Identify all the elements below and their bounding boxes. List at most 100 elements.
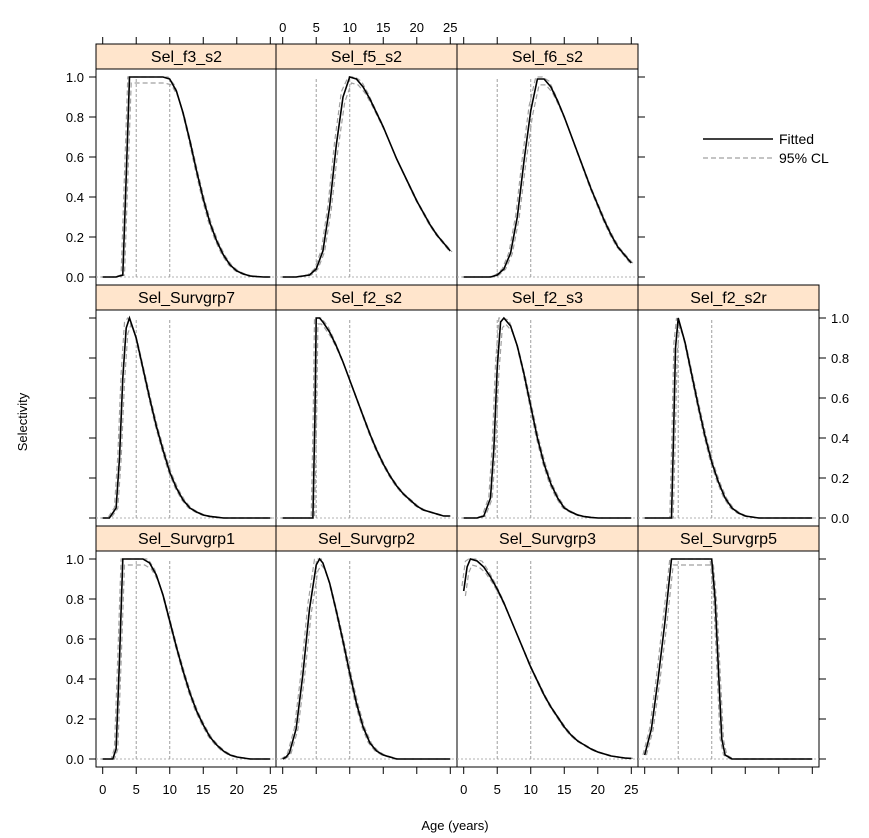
y-tick-label: 1.0 — [66, 70, 84, 85]
ci-lower-line — [646, 323, 814, 519]
fitted-line — [282, 76, 451, 278]
strip-label: Sel_f6_s2 — [512, 49, 583, 66]
plot-frame — [456, 68, 639, 286]
x-tick-label: 20 — [591, 782, 605, 797]
strip-label: Sel_Survgrp2 — [318, 531, 415, 548]
panel-Sel_Survgrp1: Sel_Survgrp1 — [95, 525, 278, 768]
fitted-line — [282, 317, 451, 519]
panel-Sel_f2_s2: Sel_f2_s2 — [275, 284, 458, 527]
fitted-line — [282, 557, 451, 760]
plot-frame — [637, 309, 820, 527]
strip-background — [456, 284, 639, 311]
ci-lower-line — [465, 84, 634, 278]
plot-area — [96, 315, 277, 519]
strip-label: Sel_Survgrp7 — [138, 290, 235, 307]
ci-upper-line — [101, 558, 269, 760]
x-tick-label: 0 — [99, 782, 106, 797]
fitted-line — [102, 315, 271, 519]
x-tick-label: 15 — [557, 782, 571, 797]
plot-area — [457, 316, 638, 519]
y-tick-label: 0.6 — [66, 632, 84, 647]
x-tick-label: 10 — [343, 20, 357, 35]
plot-frame — [95, 550, 278, 768]
panel-Sel_f6_s2: Sel_f6_s2 — [456, 43, 639, 286]
panel-Sel_Survgrp2: Sel_Survgrp2 — [275, 525, 458, 768]
plot-area — [276, 317, 457, 519]
plot-frame — [456, 550, 639, 768]
x-tick-label: 15 — [196, 782, 210, 797]
plot-area — [276, 557, 457, 760]
plot-area — [638, 317, 819, 519]
y-tick-label: 0.0 — [831, 511, 849, 526]
x-tick-label: 5 — [494, 782, 501, 797]
y-tick-label: 0.4 — [66, 672, 84, 687]
panel-Sel_f3_s2: Sel_f3_s2 — [95, 43, 278, 286]
y-tick-label: 1.0 — [66, 552, 84, 567]
ci-lower-line — [104, 564, 272, 760]
x-tick-label: 20 — [230, 782, 244, 797]
y-tick-label: 0.8 — [66, 592, 84, 607]
strip-label: Sel_f2_s2 — [331, 290, 402, 307]
x-tick-label: 20 — [410, 20, 424, 35]
y-tick-label: 0.2 — [831, 471, 849, 486]
panel-Sel_Survgrp5: Sel_Survgrp5 — [637, 525, 820, 768]
y-tick-label: 0.4 — [831, 431, 849, 446]
x-tick-label: 5 — [133, 782, 140, 797]
legend-label: Fitted — [779, 131, 814, 147]
strip-background — [637, 284, 820, 311]
fitted-line — [463, 316, 632, 519]
x-tick-label: 15 — [376, 20, 390, 35]
plot-frame — [275, 68, 458, 286]
panel-grid: Sel_f3_s2 Sel_f5_s2 Sel_f6_s2 Sel_Survgrp7 S… — [95, 43, 820, 768]
y-tick-label: 0.2 — [66, 712, 84, 727]
y-tick-label: 0.2 — [66, 230, 84, 245]
plot-frame — [637, 550, 820, 768]
strip-label: Sel_Survgrp5 — [680, 531, 777, 548]
fitted-line — [102, 558, 271, 760]
strip-label: Sel_f2_s2r — [690, 290, 767, 307]
strip-background — [95, 284, 278, 311]
plot-area — [96, 558, 277, 760]
strip-label: Sel_Survgrp3 — [499, 531, 596, 548]
strip-background — [95, 43, 278, 70]
strip-background — [456, 525, 639, 552]
x-axis-title: Age (years) — [421, 818, 488, 833]
x-tick-label: 0 — [279, 20, 286, 35]
fitted-line — [463, 78, 632, 278]
plot-area — [638, 558, 819, 760]
panel-Sel_f2_s3: Sel_f2_s3 — [456, 284, 639, 527]
x-tick-label: 25 — [263, 782, 277, 797]
x-tick-label: 25 — [624, 782, 638, 797]
y-tick-label: 1.0 — [831, 311, 849, 326]
y-tick-label: 0.8 — [831, 351, 849, 366]
y-tick-label: 0.0 — [66, 752, 84, 767]
legend-label: 95% CL — [779, 150, 829, 166]
plot-area — [96, 76, 277, 278]
x-tick-label: 25 — [443, 20, 457, 35]
x-tick-label: 5 — [313, 20, 320, 35]
panel-Sel_Survgrp7: Sel_Survgrp7 — [95, 284, 278, 527]
y-tick-label: 0.0 — [66, 270, 84, 285]
panel-Sel_Survgrp3: Sel_Survgrp3 — [456, 525, 639, 768]
plot-area — [276, 76, 457, 278]
plot-area — [457, 558, 638, 760]
strip-background — [637, 525, 820, 552]
panel-Sel_f2_s2r: Sel_f2_s2r — [637, 284, 820, 527]
y-tick-label: 0.8 — [66, 110, 84, 125]
panel-Sel_f5_s2: Sel_f5_s2 — [275, 43, 458, 286]
y-tick-label: 0.4 — [66, 190, 84, 205]
strip-label: Sel_f2_s3 — [512, 290, 583, 307]
strip-label: Sel_f3_s2 — [151, 49, 222, 66]
plot-frame — [95, 309, 278, 527]
x-tick-label: 0 — [460, 782, 467, 797]
ci-upper-line — [462, 76, 631, 278]
strip-label: Sel_f5_s2 — [331, 49, 402, 66]
plot-area — [457, 76, 638, 278]
y-tick-label: 0.6 — [831, 391, 849, 406]
strip-label: Sel_Survgrp1 — [138, 531, 235, 548]
fitted-line — [643, 558, 813, 760]
fitted-line — [102, 76, 271, 278]
x-tick-label: 10 — [163, 782, 177, 797]
fitted-line — [644, 317, 813, 519]
